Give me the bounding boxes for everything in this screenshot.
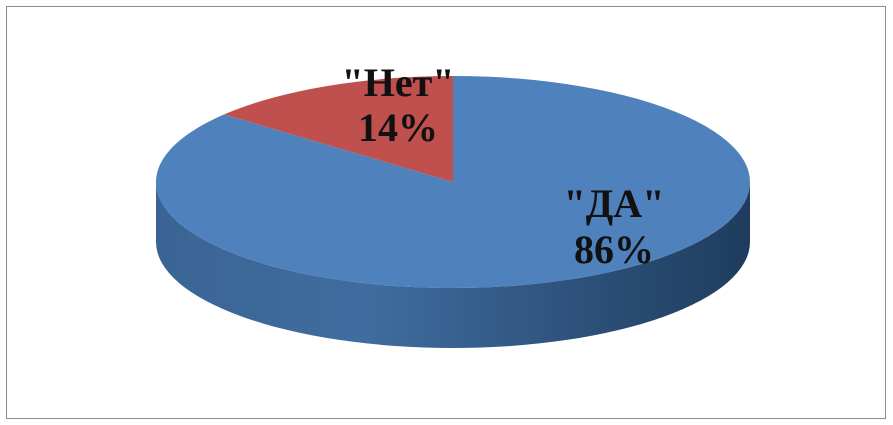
pie-side	[156, 182, 750, 348]
slice-value-net: 14%	[358, 105, 438, 150]
pie-slice-da	[155, 76, 750, 288]
slice-label-da: "ДА"	[564, 181, 665, 226]
slice-value-da: 86%	[574, 227, 654, 272]
slice-label-net: "Нет"	[342, 60, 455, 105]
pie-slice-net	[224, 76, 453, 182]
